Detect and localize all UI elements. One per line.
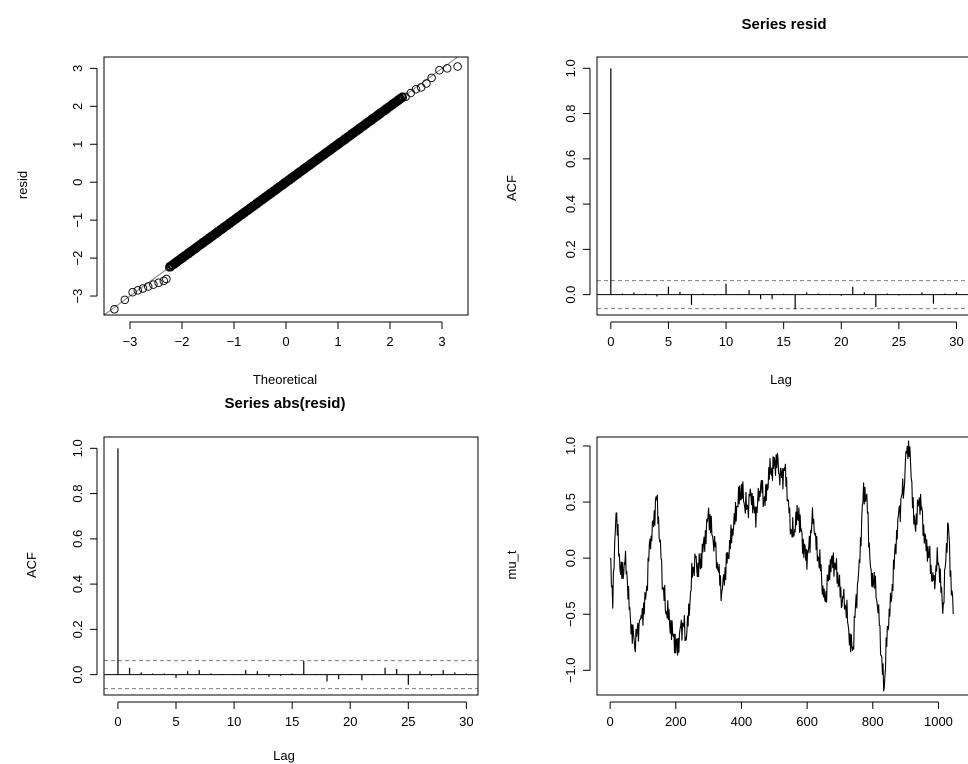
qq-point — [453, 62, 462, 71]
qq-point — [442, 64, 452, 73]
qq-y-tick-label: −2 — [70, 251, 85, 266]
qq-y-tick-label: 2 — [70, 103, 85, 110]
qq-point — [143, 282, 153, 291]
acf-resid-y-tick-label: 0.0 — [563, 286, 578, 304]
acf-resid-y-tick-label: 1.0 — [563, 59, 578, 77]
qq-plot-frame — [103, 56, 469, 316]
acf-abs-resid-x-tick-label: 15 — [285, 714, 299, 729]
acf-resid-x-tick-label: 15 — [776, 334, 790, 349]
acf-abs-resid-y-tick-label: 0.6 — [70, 530, 85, 548]
mu-t-x-tick-label: 600 — [796, 714, 818, 729]
qq-x-tick-label: −1 — [227, 334, 242, 349]
acf-abs-resid-title: Series abs(resid) — [225, 395, 346, 412]
acf-resid-y-tick-label: 0.4 — [563, 195, 578, 213]
acf-resid-x-tick-label: 20 — [834, 334, 848, 349]
mu-t-y-tick-label: 0.0 — [563, 549, 578, 567]
mu-t-x-tick-label: 0 — [607, 714, 614, 729]
qq-x-tick-label: −2 — [175, 334, 190, 349]
qq-y-tick-label: 1 — [70, 141, 85, 148]
acf-abs-resid-y-tick-label: 0.8 — [70, 485, 85, 503]
acf-abs-resid-x-label: Lag — [273, 748, 295, 763]
qq-y-tick-label: 3 — [70, 65, 85, 72]
qq-point — [110, 305, 119, 314]
acf-resid-panel: Series resid ACF Lag 0 5 10 15 20 25 30 0.0 0.2 0… — [504, 16, 968, 387]
qq-x-tick-label: 2 — [386, 334, 393, 349]
qq-point — [427, 73, 436, 83]
mu-t-y-label: mu_t — [504, 550, 519, 579]
qq-y-tick-label: −1 — [70, 213, 85, 228]
qq-point — [411, 84, 421, 94]
acf-resid-y-tick-label: 0.2 — [563, 240, 578, 258]
mu-t-y-tick-label: 0.5 — [563, 493, 578, 511]
mu-t-x-tick-label: 200 — [665, 714, 687, 729]
acf-abs-resid-panel: Series abs(resid) ACF Lag 0 5 10 15 20 25 30 0.… — [24, 395, 479, 763]
acf-resid-x-tick-label: 25 — [892, 334, 906, 349]
acf-resid-x-label: Lag — [770, 372, 792, 387]
qq-y-label: resid — [15, 171, 30, 199]
qq-y-tick-label: −3 — [70, 289, 85, 304]
acf-abs-resid-x-tick-label: 5 — [172, 714, 179, 729]
acf-resid-y-tick-label: 0.6 — [563, 150, 578, 168]
qq-plot-area — [104, 57, 462, 315]
acf-abs-resid-x-tick-label: 10 — [227, 714, 241, 729]
acf-resid-y-tick-label: 0.8 — [563, 105, 578, 123]
mu-t-y-tick-label: −0.5 — [563, 601, 578, 627]
qq-x-tick-label: 1 — [334, 334, 341, 349]
mu-t-panel: mu_t 0 200 400 600 800 1000 −1.0 −0.5 0.0 0.5 1.0 — [504, 436, 968, 729]
acf-abs-resid-y-tick-label: 0.2 — [70, 620, 85, 638]
acf-abs-resid-x-tick-label: 30 — [459, 714, 473, 729]
qq-point — [416, 83, 426, 92]
qq-point — [154, 278, 163, 288]
mu-t-y-tick-label: −1.0 — [563, 657, 578, 683]
qq-point — [435, 66, 444, 75]
qq-y-tick-label: 0 — [70, 179, 85, 186]
acf-abs-resid-y-tick-label: 1.0 — [70, 439, 85, 457]
acf-resid-y-label: ACF — [504, 175, 519, 201]
acf-resid-x-tick-label: 0 — [607, 334, 614, 349]
acf-resid-plot-frame — [596, 56, 968, 316]
qq-plot-panel: resid Theoretical −3 −2 −1 0 1 2 3 −3 −2 −1 0 1 2 3 — [15, 56, 469, 387]
acf-resid-x-tick-label: 30 — [949, 334, 963, 349]
qq-point — [133, 286, 143, 295]
acf-abs-resid-x-tick-label: 20 — [343, 714, 357, 729]
acf-abs-resid-x-tick-label: 25 — [401, 714, 415, 729]
mu-t-x-tick-label: 800 — [862, 714, 884, 729]
mu-t-x-tick-label: 1000 — [924, 714, 953, 729]
acf-abs-resid-y-label: ACF — [24, 552, 39, 578]
qq-x-tick-label: 0 — [282, 334, 289, 349]
qq-point — [162, 274, 171, 284]
qq-point — [397, 92, 406, 102]
acf-resid-x-tick-label: 5 — [665, 334, 672, 349]
qq-point — [120, 295, 130, 305]
mu-t-plot-frame — [596, 436, 968, 696]
mu-t-x-tick-label: 400 — [731, 714, 753, 729]
qq-x-tick-label: 3 — [438, 334, 445, 349]
acf-resid-title: Series resid — [741, 16, 826, 33]
qq-point — [138, 284, 148, 293]
qq-point — [422, 79, 431, 88]
acf-resid-x-tick-label: 10 — [719, 334, 733, 349]
qq-point — [128, 287, 137, 297]
qq-x-tick-label: −3 — [123, 334, 138, 349]
qq-x-label: Theoretical — [253, 372, 317, 387]
qq-point — [159, 276, 169, 286]
acf-abs-resid-y-tick-label: 0.4 — [70, 575, 85, 593]
mu-t-series-line — [609, 440, 954, 692]
qq-point — [149, 280, 158, 289]
acf-abs-resid-plot-frame — [103, 436, 479, 696]
acf-abs-resid-y-tick-label: 0.0 — [70, 666, 85, 684]
mu-t-y-tick-label: 1.0 — [563, 437, 578, 455]
acf-abs-resid-x-tick-label: 0 — [114, 714, 121, 729]
